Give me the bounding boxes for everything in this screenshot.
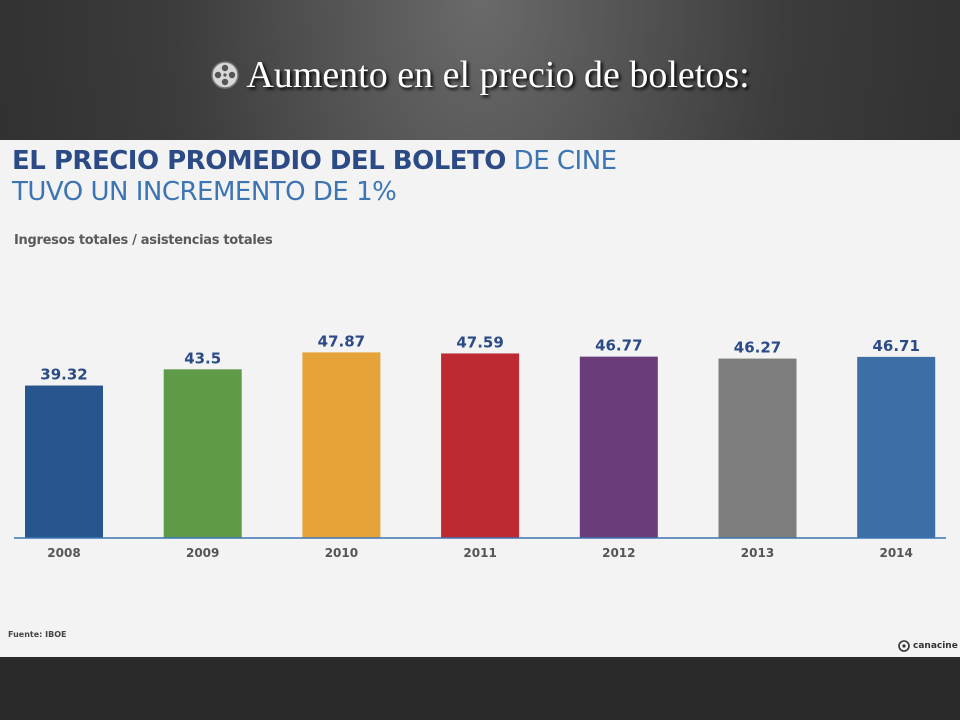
x-tick-2013: 2013 [741, 546, 774, 560]
x-tick-2008: 2008 [47, 546, 80, 560]
x-tick-2012: 2012 [602, 546, 635, 560]
brand-name: canacine [913, 641, 958, 651]
value-label-2009: 43.5 [184, 349, 221, 367]
heading-light: DE CINE [505, 146, 617, 176]
bar-2011 [441, 353, 520, 538]
slide-title-row: Aumento en el precio de boletos: [0, 50, 960, 100]
slide-title: Aumento en el precio de boletos: [246, 54, 750, 96]
value-label-2011: 47.59 [456, 333, 503, 351]
value-label-2010: 47.87 [318, 332, 365, 350]
x-tick-2010: 2010 [325, 546, 358, 560]
heading-bold: EL PRECIO PROMEDIO DEL BOLETO [12, 146, 506, 176]
source-note: Fuente: IBOE [8, 630, 67, 639]
bar-2012 [579, 356, 658, 538]
heading-line-2: TUVO UN INCREMENTO DE 1% [12, 177, 397, 207]
value-label-2012: 46.77 [595, 337, 642, 355]
chart-heading: EL PRECIO PROMEDIO DEL BOLETO DE CINE TU… [12, 146, 617, 208]
bar-2008 [25, 385, 103, 538]
bar-2010 [302, 352, 381, 538]
brand-mark-icon [898, 640, 910, 652]
value-label-2014: 46.71 [872, 337, 919, 355]
bar-2013 [718, 358, 797, 538]
x-tick-2011: 2011 [463, 546, 496, 560]
bar-2009 [163, 369, 242, 538]
chart-subheading: Ingresos totales / asistencias totales [14, 233, 273, 248]
x-tick-2014: 2014 [879, 546, 912, 560]
heading-line-1: EL PRECIO PROMEDIO DEL BOLETO DE CINE [12, 146, 617, 177]
film-reel-icon [211, 61, 240, 89]
x-tick-2009: 2009 [186, 546, 219, 560]
brand-logo: canacine [898, 640, 958, 652]
bar-2014 [857, 356, 936, 538]
value-label-2013: 46.27 [734, 339, 781, 357]
value-label-2008: 39.32 [40, 366, 87, 384]
slide-bottom-strip [0, 657, 960, 720]
